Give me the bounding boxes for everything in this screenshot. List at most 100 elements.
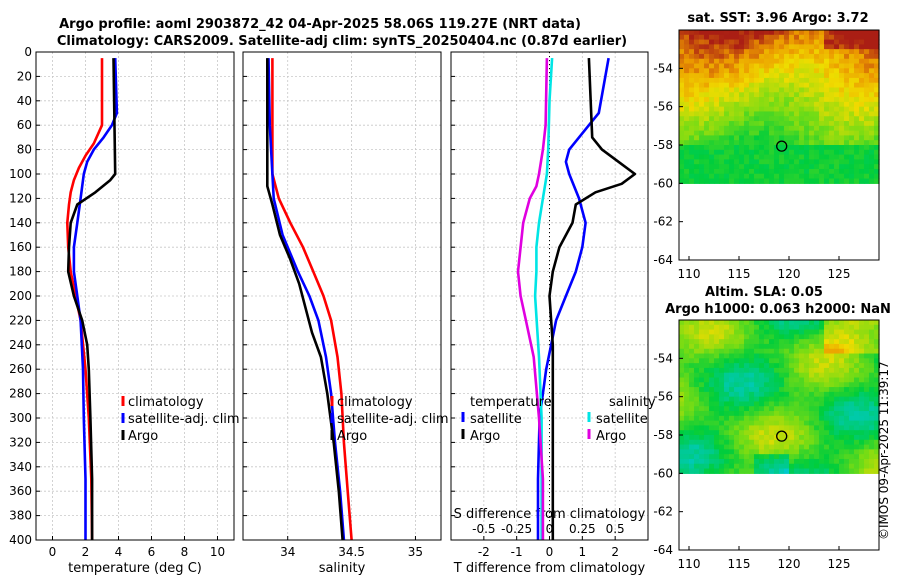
sla-map-title-line2: Argo h1000: 0.063 h2000: NaN (665, 302, 891, 317)
y-tick-label: 320 (9, 435, 32, 449)
map-y-tick-label: -60 (653, 176, 673, 190)
series-temperature-argo (548, 58, 637, 540)
map-x-tick-label: 125 (828, 557, 851, 571)
y-tick-label: 200 (9, 289, 32, 303)
sla-map-title-line1: Altim. SLA: 0.05 (705, 285, 823, 300)
map-x-tick-label: 115 (728, 267, 751, 281)
map-y-tick-label: -54 (653, 61, 673, 75)
map-y-tick-label: -58 (653, 138, 673, 152)
y-tick-label: 260 (9, 362, 32, 376)
x-tick-label: 6 (148, 545, 156, 559)
legend-title-temperature: temperature (470, 395, 552, 410)
map-frame (678, 319, 880, 551)
legend-label: satellite (596, 412, 648, 427)
float-position-marker (776, 140, 788, 152)
x-tick-label: 10 (210, 545, 225, 559)
y-tick-label: 20 (17, 69, 32, 83)
axes-frame (242, 51, 442, 541)
map-y-tick-label: -60 (653, 466, 673, 480)
series-salinity-argo (516, 58, 549, 540)
sst-map-title: sat. SST: 3.96 Argo: 3.72 (687, 11, 868, 26)
y-tick-label: 140 (9, 216, 32, 230)
salinity-panel: 34 34.5 35 salinity climatology satellite-adj… (242, 51, 449, 576)
legend-label: Argo (470, 429, 500, 444)
series-argo (66, 58, 117, 540)
axes-frame (35, 51, 235, 541)
x-tick-label: 0 (49, 545, 57, 559)
y-tick-label: 240 (9, 338, 32, 352)
figure-title-line2: Climatology: CARS2009. Satellite-adj cli… (57, 34, 627, 49)
y-tick-label: 120 (9, 191, 32, 205)
imos-credit: ©IMOS 09-Apr-2025 11:39:17 (877, 361, 891, 540)
x-tick-label: -2 (478, 545, 490, 559)
x-axis-label: salinity (319, 561, 366, 576)
map-y-tick-label: -62 (653, 215, 673, 229)
figure-title-line1: Argo profile: aoml 2903872_42 04-Apr-202… (59, 17, 581, 32)
series-satellite-adj-clim (72, 58, 119, 540)
series-climatology (271, 58, 353, 541)
y-tick-label: 300 (9, 411, 32, 425)
x-tick-label: 2 (82, 545, 90, 559)
x-tick-label: 35 (408, 545, 423, 559)
map-x-tick-label: 125 (828, 267, 851, 281)
map-y-tick-label: -64 (653, 253, 673, 267)
x-tick-label: -1 (511, 545, 523, 559)
y-tick-label: 220 (9, 313, 32, 327)
x-axis-label: T difference from climatology (453, 561, 646, 576)
y-tick-label: 280 (9, 387, 32, 401)
x-tick-label: 1 (579, 545, 587, 559)
map-grid-cells (679, 320, 880, 474)
legend-label: Argo (128, 429, 158, 444)
series-argo (265, 58, 344, 541)
axes-frame (450, 51, 649, 541)
float-position-marker (776, 430, 788, 442)
x2-tick-label: 0 (546, 522, 554, 536)
map-x-tick-label: 120 (778, 557, 801, 571)
series-salinity-satellite (533, 58, 554, 540)
x-tick-label: 34.5 (338, 545, 365, 559)
map-x-tick-label: 110 (678, 557, 701, 571)
legend-title-salinity: salinity (609, 395, 656, 410)
x2-tick-label: -0.5 (472, 522, 495, 536)
series-satellite-adj-clim (267, 58, 346, 541)
map-x-tick-label: 110 (678, 267, 701, 281)
y-tick-label: 380 (9, 509, 32, 523)
map-y-tick-label: -64 (653, 543, 673, 557)
y-tick-label: 0 (24, 45, 32, 59)
x-tick-label: 8 (181, 545, 189, 559)
legend-label: climatology (128, 395, 204, 410)
map-frame (678, 29, 880, 261)
map-y-tick-label: -62 (653, 505, 673, 519)
map-grid-cells (679, 30, 880, 184)
sst-map: 110 115 120 125 -54 -56 -58 -60 -62 -64 (653, 29, 880, 281)
legend-label: Argo (596, 429, 626, 444)
map-y-tick-label: -56 (653, 100, 673, 114)
x2-tick-label: 0.25 (569, 522, 596, 536)
map-y-tick-label: -56 (653, 390, 673, 404)
map-y-tick-label: -58 (653, 428, 673, 442)
y-tick-label: 40 (17, 94, 32, 108)
sla-map: 110 115 120 125 -54 -56 -58 -60 -62 -64 (653, 319, 880, 571)
y-tick-label: 160 (9, 240, 32, 254)
y-tick-label: 60 (17, 118, 32, 132)
map-x-tick-label: 115 (728, 557, 751, 571)
x-tick-label: 34 (280, 545, 295, 559)
series-temperature-satellite (536, 57, 610, 540)
x-tick-label: 4 (115, 545, 123, 559)
y-tick-label: 80 (17, 143, 32, 157)
difference-panel: -2 -1 0 1 2 -0.5 -0.25 0 0.25 0.5S difference fro… (450, 51, 656, 576)
x-tick-label: 2 (611, 545, 619, 559)
y-tick-label: 400 (9, 533, 32, 547)
legend-label: satellite-adj. clim (337, 412, 449, 427)
legend-label: satellite-adj. clim (128, 412, 240, 427)
legend-label: climatology (337, 395, 413, 410)
temperature-panel: 0 2 4 6 8 10020406080100120140160180200220240… (9, 45, 240, 576)
y-tick-label: 100 (9, 167, 32, 181)
x2-axis-label: S difference from climatology (454, 507, 646, 522)
series-climatology (66, 58, 104, 541)
x-tick-label: 0 (546, 545, 554, 559)
x-axis-label: temperature (deg C) (68, 561, 202, 576)
y-tick-label: 360 (9, 484, 32, 498)
x2-tick-label: -0.25 (501, 522, 532, 536)
